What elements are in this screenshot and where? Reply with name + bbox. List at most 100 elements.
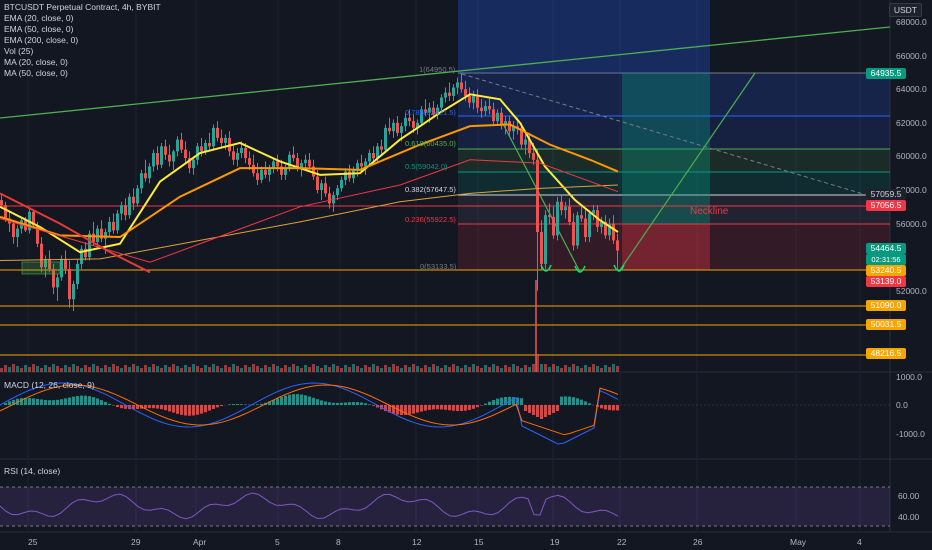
- fib-level-label: 0.236(55922.5): [405, 215, 456, 224]
- rsi-title[interactable]: RSI (14, close): [4, 466, 61, 476]
- macd-histogram-bar: [564, 396, 567, 405]
- volume-bar: [76, 366, 79, 372]
- volume-bar: [208, 367, 211, 372]
- candle-body: [132, 196, 135, 204]
- macd-histogram-bar: [272, 400, 275, 405]
- volume-bar: [268, 367, 271, 372]
- macd-histogram-bar: [376, 405, 379, 408]
- indicator-ema50[interactable]: EMA (50, close, 0): [4, 24, 74, 34]
- candle-body: [120, 205, 123, 214]
- candle-body: [436, 107, 439, 115]
- volume-bar: [116, 366, 119, 372]
- fib-level-label: 1(64950.5): [419, 65, 456, 74]
- candle-body: [504, 121, 507, 125]
- volume-bar: [272, 364, 275, 372]
- volume-bar: [596, 366, 599, 372]
- macd-histogram-bar: [296, 394, 299, 405]
- macd-histogram-bar: [160, 405, 163, 410]
- volume-bar: [16, 366, 19, 372]
- candle-body: [36, 225, 39, 244]
- macd-histogram-bar: [36, 398, 39, 405]
- macd-histogram-bar: [548, 405, 551, 415]
- symbol-title[interactable]: BTCUSDT Perpetual Contract, 4h, BYBIT: [4, 2, 161, 12]
- candle-body: [440, 97, 443, 108]
- macd-histogram-bar: [80, 395, 83, 405]
- candle-body: [48, 258, 51, 269]
- macd-title[interactable]: MACD (12, 26, close, 9): [4, 380, 95, 390]
- volume-bar: [448, 367, 451, 372]
- volume-bar: [348, 367, 351, 372]
- candle-body: [112, 221, 115, 231]
- candle-body: [268, 168, 271, 175]
- candle-body: [420, 109, 423, 123]
- time-label: 29: [131, 537, 141, 547]
- volume-bar: [476, 366, 479, 372]
- candle-body: [552, 216, 555, 236]
- volume-bar: [516, 366, 519, 372]
- time-label: 19: [550, 537, 560, 547]
- macd-histogram-bar: [408, 405, 411, 415]
- volume-bar: [612, 364, 615, 372]
- time-label: Apr: [193, 537, 207, 547]
- volume-bar: [148, 367, 151, 372]
- price-tag: 48216.5: [866, 348, 906, 359]
- candle-body: [580, 215, 583, 219]
- volume-bar: [548, 367, 551, 372]
- macd-histogram-bar: [536, 405, 539, 417]
- indicator-ema200[interactable]: EMA (200, close, 0): [4, 35, 79, 45]
- indicator-ema20[interactable]: EMA (20, close, 0): [4, 13, 74, 23]
- volume-bar: [484, 365, 487, 372]
- candle-body: [68, 268, 71, 300]
- macd-histogram-bar: [348, 402, 351, 405]
- macd-histogram-bar: [556, 405, 559, 411]
- candle-body: [32, 211, 35, 226]
- candle-body: [476, 95, 479, 108]
- macd-histogram-bar: [76, 395, 79, 405]
- candle-body: [356, 163, 359, 170]
- volume-bar: [128, 367, 131, 372]
- indicator-ma20[interactable]: MA (20, close, 0): [4, 57, 68, 67]
- candle-body: [44, 258, 47, 268]
- candle-body: [424, 109, 427, 113]
- volume-bar: [528, 367, 531, 372]
- candle-body: [348, 171, 351, 179]
- volume-bar: [252, 364, 255, 372]
- candle-body: [328, 193, 331, 204]
- currency-button[interactable]: USDT: [888, 3, 922, 17]
- macd-histogram-bar: [236, 404, 239, 405]
- macd-histogram-bar: [4, 403, 7, 405]
- volume-bar: [312, 364, 315, 372]
- macd-histogram-bar: [164, 405, 167, 411]
- candle-body: [264, 169, 267, 175]
- candle-body: [508, 121, 511, 132]
- volume-bar: [408, 367, 411, 372]
- candle-body: [160, 146, 163, 165]
- volume-bar: [304, 365, 307, 372]
- time-label: 12: [412, 537, 422, 547]
- macd-histogram-bar: [436, 405, 439, 410]
- candle-body: [276, 161, 279, 167]
- volume-bar: [360, 368, 363, 372]
- indicator-volume[interactable]: Vol (25): [4, 46, 34, 56]
- candle-body: [608, 223, 611, 236]
- volume-bar: [428, 367, 431, 372]
- candle-body: [144, 173, 147, 179]
- macd-histogram-bar: [344, 402, 347, 405]
- fib-zone: [458, 224, 890, 270]
- macd-tick: -1000.0: [896, 429, 925, 439]
- macd-histogram-bar: [212, 405, 215, 409]
- macd-histogram-bar: [368, 404, 371, 405]
- candle-body: [452, 87, 455, 96]
- candle-body: [188, 158, 191, 169]
- macd-histogram-bar: [580, 399, 583, 405]
- candle-body: [12, 223, 15, 238]
- time-label: 8: [336, 537, 341, 547]
- candle-body: [128, 196, 131, 216]
- candle-body: [4, 205, 7, 219]
- candle-body: [524, 139, 527, 145]
- macd-histogram-bar: [108, 403, 111, 405]
- indicator-ma50[interactable]: MA (50, close, 0): [4, 68, 68, 78]
- volume-bar: [244, 365, 247, 372]
- candle-body: [124, 205, 127, 216]
